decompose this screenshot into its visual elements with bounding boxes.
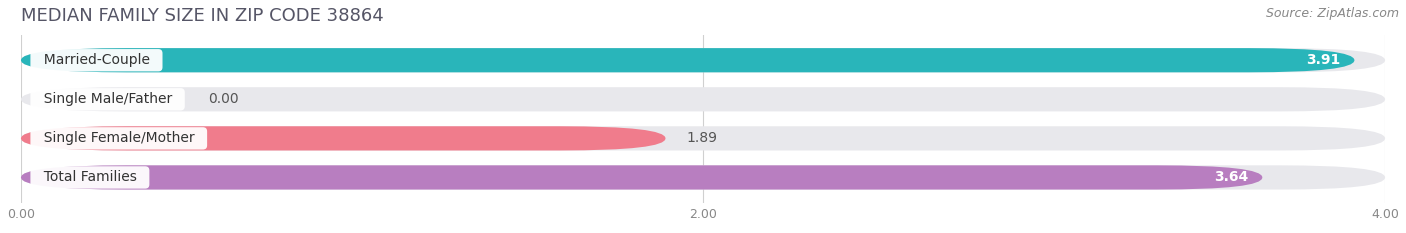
FancyBboxPatch shape xyxy=(21,87,1385,111)
Text: Total Families: Total Families xyxy=(35,171,145,185)
FancyBboxPatch shape xyxy=(21,126,665,151)
Text: Single Male/Father: Single Male/Father xyxy=(35,92,180,106)
FancyBboxPatch shape xyxy=(21,165,1385,190)
Text: Single Female/Mother: Single Female/Mother xyxy=(35,131,202,145)
FancyBboxPatch shape xyxy=(21,48,1385,72)
FancyBboxPatch shape xyxy=(21,126,1385,151)
Text: 3.64: 3.64 xyxy=(1215,171,1249,185)
Text: 1.89: 1.89 xyxy=(686,131,717,145)
FancyBboxPatch shape xyxy=(21,48,1354,72)
FancyBboxPatch shape xyxy=(21,165,1263,190)
Text: Source: ZipAtlas.com: Source: ZipAtlas.com xyxy=(1265,7,1399,20)
Text: MEDIAN FAMILY SIZE IN ZIP CODE 38864: MEDIAN FAMILY SIZE IN ZIP CODE 38864 xyxy=(21,7,384,25)
Text: Married-Couple: Married-Couple xyxy=(35,53,159,67)
Text: 0.00: 0.00 xyxy=(208,92,239,106)
Text: 3.91: 3.91 xyxy=(1306,53,1341,67)
